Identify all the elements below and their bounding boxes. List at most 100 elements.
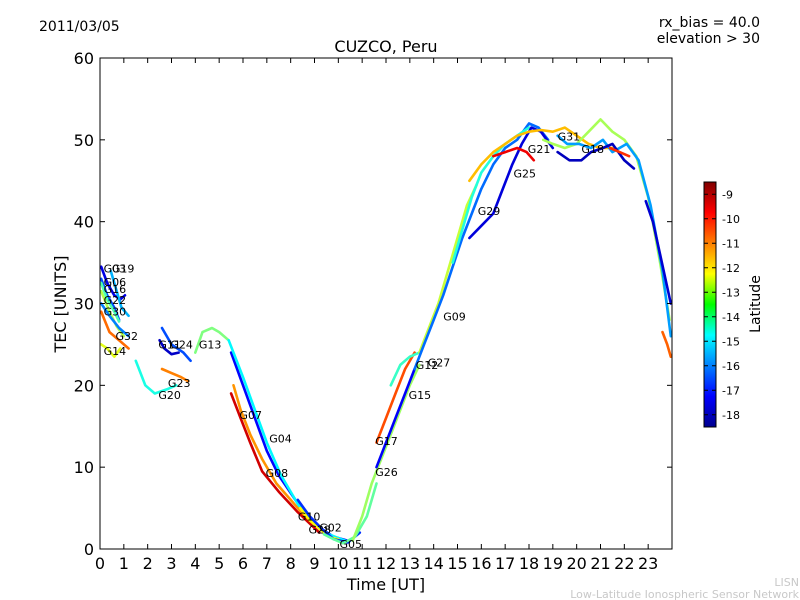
colorbar-tick-label: -15 [722,335,740,348]
satellite-label: G24 [170,338,193,351]
series-g16 [99,281,121,323]
x-tick-label: 1 [119,554,129,573]
x-tick-label: 15 [447,554,467,573]
series-g03 [99,265,127,301]
satellite-label: G19 [112,262,135,275]
x-tick-label: 12 [376,554,396,573]
colorbar-tick-label: -14 [722,311,740,324]
series-g31 [468,126,614,183]
x-tick-label: 0 [95,554,105,573]
series-g34 [608,146,631,158]
satellite-label: G23 [168,377,191,390]
footer-network: Low-Latitude Ionospheric Sensor Network [570,588,799,600]
satellite-label: G07 [239,409,262,422]
satellite-label: G21 [528,143,551,156]
series-g12 [389,351,421,387]
satellite-label: G32 [115,330,138,343]
series-g27 [418,183,478,354]
series-g08 [229,392,321,534]
colorbar-tick-label: -18 [722,409,740,422]
x-tick-label: 20 [566,554,586,573]
elevation-info-label: elevation > 30 [657,31,760,47]
satellite-label: G03 [104,262,127,275]
satellite-label: G25 [514,167,537,180]
x-tick-label: 17 [495,554,515,573]
satellite-label: G05 [340,538,363,551]
x-tick-label: 5 [214,554,224,573]
series-g15 [375,367,416,469]
satellite-label: G06 [104,276,127,289]
x-tick-label: 8 [286,554,296,573]
series-g35 [644,199,673,305]
satellite-label: G10 [298,510,321,523]
x-tick-label: 22 [614,554,634,573]
series-g26 [351,363,421,543]
satellite-label: G26 [375,466,398,479]
axes-layer: 0 1 2 3 4 5 6 7 8 9 10 11 12 13 14 15 16 17 18 19 20 21 22 2301… [74,49,672,573]
colorbar-label: Latitude [748,275,764,333]
x-tick-label: 16 [471,554,491,573]
colorbar-tick-label: -17 [722,384,740,397]
satellite-label: G11 [158,338,181,351]
satellite-label: G17 [375,435,398,448]
series-g11 [158,339,180,356]
colorbar-tick-label: -12 [722,262,740,275]
satellite-label: G29 [478,205,501,218]
x-tick-label: 13 [400,554,420,573]
y-tick-label: 0 [84,540,94,559]
date-label: 2011/03/05 [39,19,120,35]
y-axis-label: TEC [UNITS] [51,256,70,354]
x-tick-label: 6 [238,554,248,573]
x-tick-label: 2 [143,554,153,573]
series-g33 [556,142,636,170]
x-tick-label: 18 [519,554,539,573]
series-g23 [160,367,190,383]
series-g13 [194,326,230,354]
y-tick-label: 20 [74,376,94,395]
x-tick-label: 21 [590,554,610,573]
x-tick-label: 7 [262,554,272,573]
y-tick-label: 30 [74,295,94,314]
y-tick-label: 50 [74,131,94,150]
series-g30 [99,302,130,338]
series-g32 [99,310,130,350]
colorbar-tick-label: -13 [722,286,740,299]
series-g19 [109,269,130,318]
y-tick-label: 10 [74,458,94,477]
x-tick-label: 23 [638,554,658,573]
series-g21 [492,146,536,162]
colorbar-tick-label: -16 [722,360,740,373]
satellite-label: G14 [104,345,127,358]
satellite-label: G09 [443,311,466,324]
satellite-label: G15 [409,389,432,402]
series-g18 [542,118,671,322]
bias-info-label: rx_bias = 40.0 [659,15,760,31]
x-tick-label: 19 [543,554,563,573]
series-g01 [556,134,673,338]
satellite-label: G16 [104,283,127,296]
satellite-label: G20 [158,389,181,402]
satellite-label: G27 [428,356,451,369]
series-g17 [375,351,416,444]
x-tick-label: 11 [352,554,372,573]
y-tick-label: 60 [74,49,94,68]
satellite-label: G31 [558,131,581,144]
x-tick-label: 4 [190,554,200,573]
satellite-label: G12 [416,359,439,372]
satellite-label: G30 [104,306,127,319]
satellite-label: G28 [309,523,332,536]
colorbar-tick-label: -10 [722,213,740,226]
x-tick-label: 3 [166,554,176,573]
colorbar-ticks: -9 -10 -11 -12 -13 -14 -15 -16 -17 -18 [704,188,740,422]
colorbar-tick-label: -9 [722,188,733,201]
satellite-label: G02 [319,522,342,535]
x-tick-label: 14 [423,554,443,573]
series-g14 [99,343,122,358]
x-axis-label: Time [UT] [346,575,425,594]
series-g04 [229,351,350,543]
x-tick-label: 9 [309,554,319,573]
x-tick-label: 10 [328,554,348,573]
series-g24 [160,326,192,363]
chart-title: CUZCO, Peru [334,37,437,56]
